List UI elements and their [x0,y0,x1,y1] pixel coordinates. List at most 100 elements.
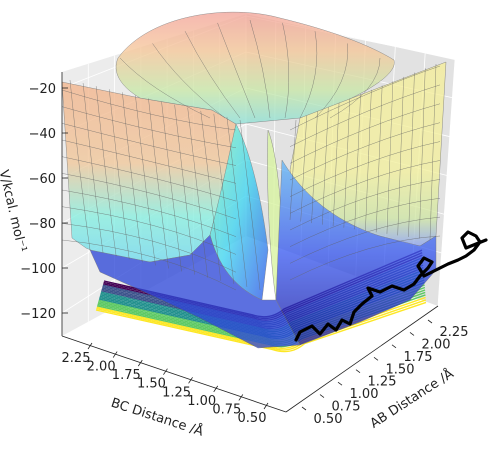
mesh-line [419,68,426,239]
x-tick-label: 0.75 [332,400,361,415]
z-tick-label: −60 [29,172,56,187]
mesh-line [282,22,289,119]
mesh-line [289,65,441,131]
mesh-line [61,89,237,131]
z-tick-label: −40 [29,127,56,142]
mesh-line [429,63,437,241]
mesh-line [397,76,404,236]
mesh-line [61,106,237,148]
mesh-line [289,179,441,231]
mesh-line [61,206,237,255]
y-tick-mark [238,394,244,401]
mesh-line [311,111,318,224]
x-tick-mark [319,394,325,398]
surface-back-hump [115,11,395,125]
mesh-line [187,107,208,278]
mesh-line [239,119,261,291]
mesh-line [161,101,182,272]
mesh-line [322,107,329,225]
y-tick-label: 2.00 [87,360,116,375]
y-tick-label: 1.50 [137,377,166,392]
mesh-line [343,98,351,228]
x-tick-label: 1.75 [404,350,433,365]
x-tick-mark [409,332,415,336]
mesh-line [148,98,169,269]
mesh-line [61,156,237,202]
mesh-line [184,31,241,119]
y-tick-label: 0.75 [212,402,241,417]
mesh-line [289,235,441,281]
mesh-line [375,85,383,233]
z-tick-label: −80 [29,217,56,232]
y-tick-label: 0.50 [238,411,267,426]
mesh-line [226,116,248,287]
mesh-line [61,223,237,273]
y-tick-label: 1.00 [187,394,216,409]
x-tick-mark [373,356,379,361]
x-tick-label: 1.50 [386,362,415,377]
mesh-line [332,102,340,227]
x-tick-mark [427,319,433,324]
mesh-line [122,92,143,263]
x-tick-mark [355,369,361,374]
y-tick-mark [112,351,118,358]
x-tick-label: 2.00 [422,337,451,352]
mesh-line [289,141,441,197]
mesh-line [82,83,104,254]
x-tick-label: 2.25 [440,325,469,340]
mesh-line [289,122,441,181]
y-tick-mark [137,359,143,367]
mesh-line [289,198,441,247]
mesh-line [217,22,256,119]
mesh-line [289,119,297,221]
x-tick-mark [391,344,397,349]
grid-line [437,59,456,307]
z-axis: −20 −40 −60 −80 −100 −120 [20,82,68,322]
mesh-line [61,123,237,166]
y-tick-label: 1.25 [162,385,191,400]
mesh-line [152,43,226,119]
y-tick-label: 1.75 [112,368,141,383]
pes-surface [61,11,447,349]
surface-valley-floor [89,234,301,349]
mesh-line [365,89,372,231]
mesh-line [354,94,361,230]
mesh-line [289,160,441,214]
mesh-line [289,103,441,164]
mesh-line [314,43,349,119]
z-tick-label: −120 [20,307,56,322]
contour-line [95,301,427,353]
y-tick-label: 2.25 [62,351,91,366]
x-axis: 0.500.751.001.251.501.752.002.25 [301,319,469,427]
trajectory-path [294,230,488,342]
x-tick-mark [301,406,307,411]
mesh-line [119,57,211,119]
mesh-line [200,110,221,281]
mesh-line [408,72,415,237]
y-axis: 2.252.001.751.501.251.000.750.50 [62,342,269,426]
mesh-line [213,113,235,284]
mesh-line [289,84,441,147]
mesh-line [299,31,317,119]
axis-lines [61,72,439,413]
mesh-line [249,19,271,119]
mesh-line [61,189,237,237]
surface-mesh [61,19,441,291]
z-axis-label: V/kcal. mol⁻¹ [0,169,29,254]
x-tick-label: 0.50 [314,412,343,427]
z-tick-label: −20 [29,82,56,97]
mesh-line [69,79,91,251]
mesh-line [61,173,237,220]
mesh-line [329,57,381,119]
x-tick-mark [337,381,343,386]
mesh-line [300,115,307,222]
z-tick-label: −100 [20,262,56,277]
mesh-line [95,86,117,257]
y-tick-mark [263,402,269,410]
x-tick-label: 1.25 [368,375,397,390]
y-tick-mark [87,342,93,350]
mesh-line [61,139,237,184]
y-tick-mark [188,377,193,384]
